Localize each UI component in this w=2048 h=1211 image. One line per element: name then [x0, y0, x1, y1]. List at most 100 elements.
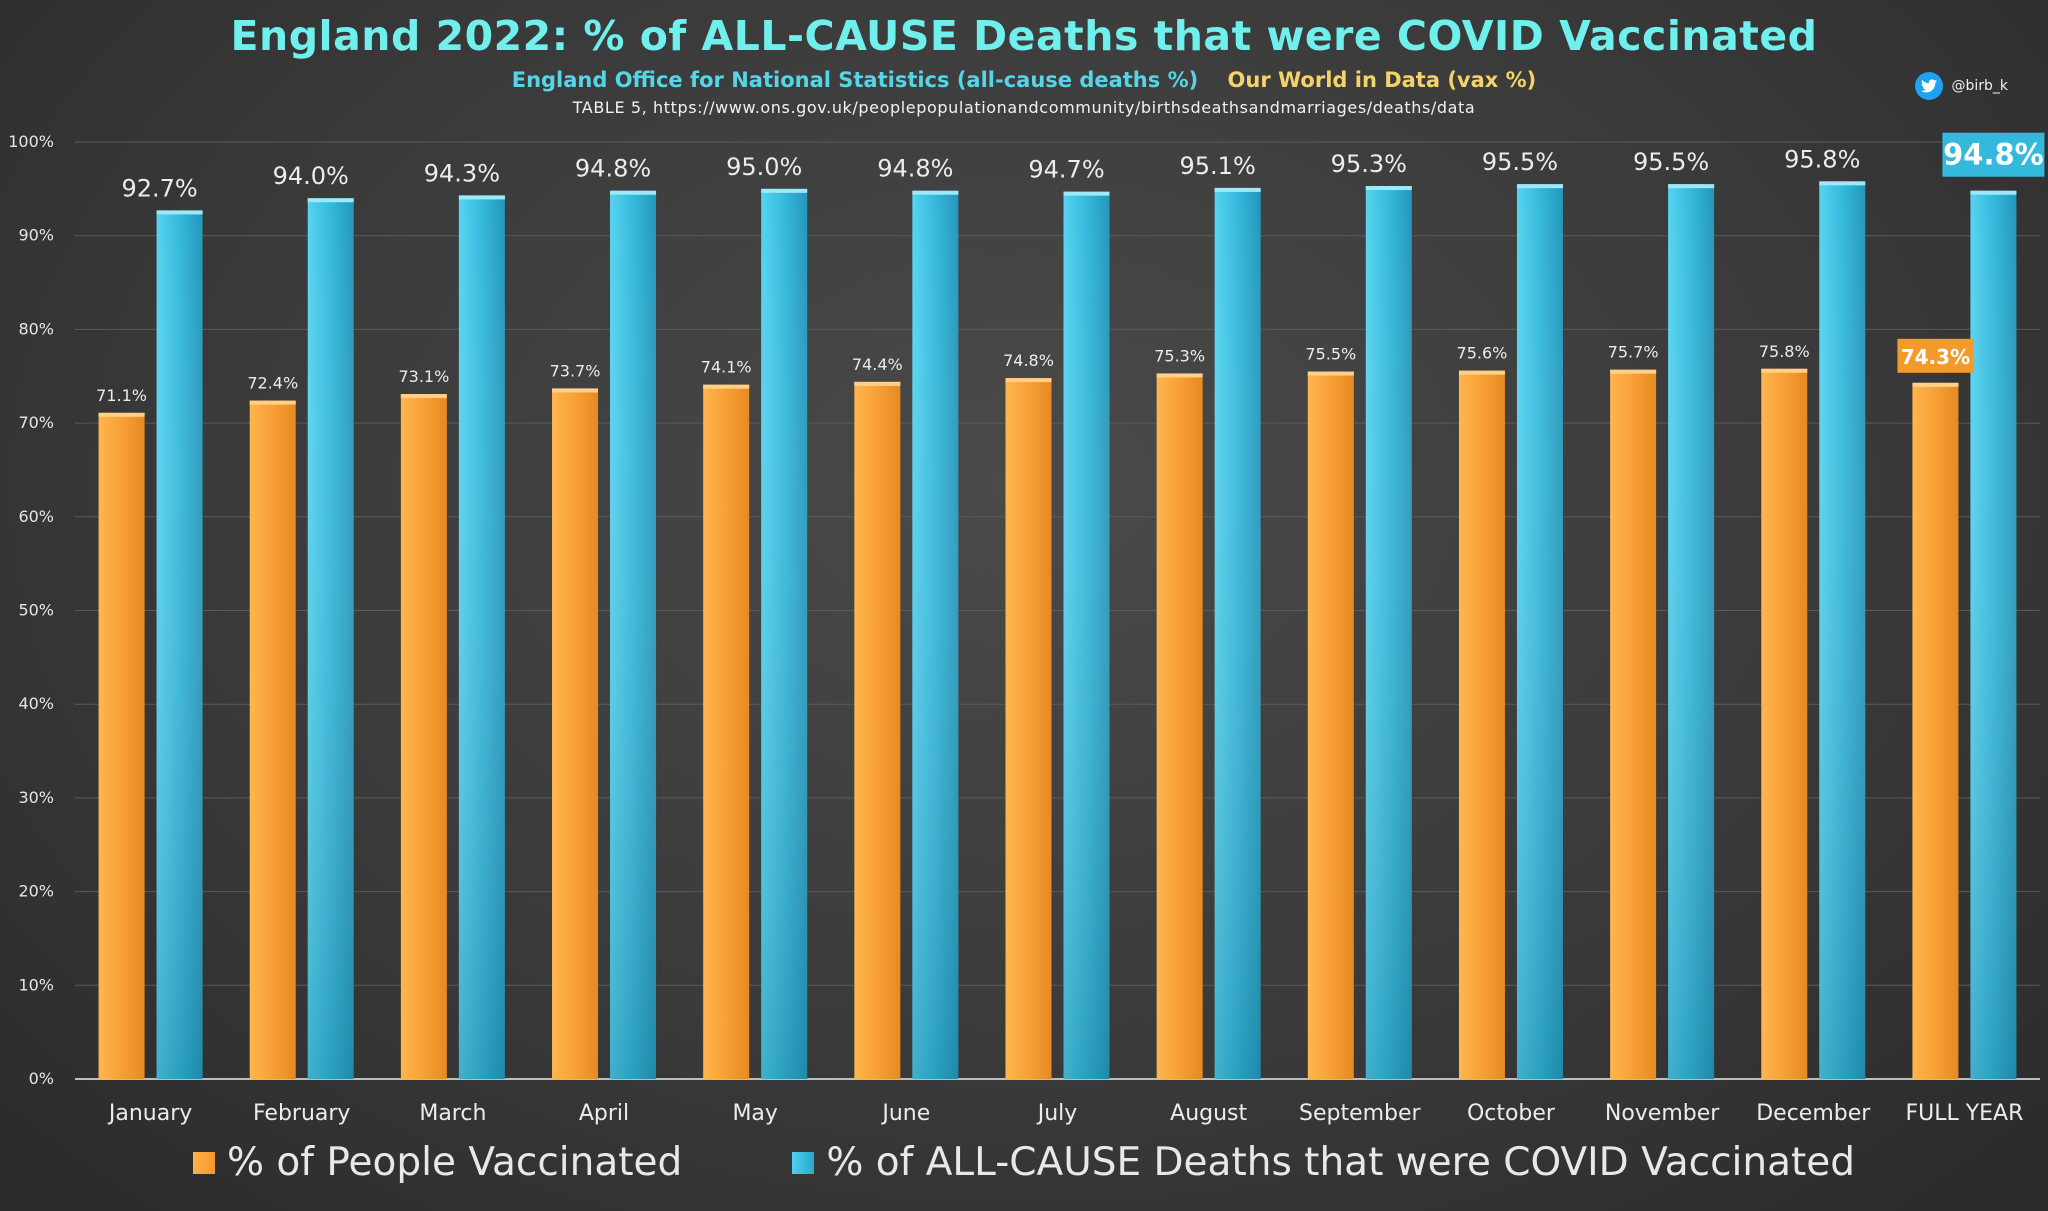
data-label-deaths: 95.5%: [1482, 148, 1558, 176]
bar-deaths-cap: [307, 198, 354, 203]
bar-vaccinated-cap: [703, 384, 750, 389]
bar-vaccinated-cap: [1912, 382, 1959, 387]
x-tick-label: October: [1467, 1101, 1556, 1126]
bar-vaccinated: [1307, 371, 1354, 1079]
bar-deaths-cap: [761, 188, 808, 193]
bar-deaths-shade: [156, 210, 203, 1079]
bar-deaths-cap: [1668, 184, 1715, 189]
bar-deaths-shade: [1214, 187, 1261, 1080]
legend-label-vaccinated: % of People Vaccinated: [226, 1140, 683, 1185]
bar-deaths-cap: [1214, 187, 1261, 192]
data-label-box-vaccinated: [1897, 338, 1974, 373]
bar-vaccinated-cap: [1307, 371, 1354, 376]
x-tick-label: February: [253, 1101, 351, 1126]
bar-deaths-shade: [1063, 191, 1110, 1079]
y-tick-label: 20%: [18, 882, 54, 901]
x-tick-label: December: [1756, 1101, 1871, 1126]
x-tick-label: January: [107, 1101, 192, 1126]
bar-vaccinated-cap: [249, 400, 296, 405]
data-label-deaths: 94.3%: [424, 159, 500, 187]
data-label-vaccinated: 72.4%: [247, 374, 298, 393]
legend-item-deaths: % of ALL-CAUSE Deaths that were COVID Va…: [792, 1140, 1855, 1185]
data-label-vaccinated: 75.8%: [1759, 342, 1810, 361]
x-tick-label: November: [1605, 1101, 1720, 1126]
x-tick-label: FULL YEAR: [1905, 1101, 2023, 1126]
bar-deaths-cap: [1970, 190, 2017, 195]
twitter-handle-text: @birb_k: [1951, 78, 2008, 94]
x-tick-label: August: [1170, 1101, 1247, 1126]
bar-vaccinated: [552, 388, 599, 1079]
data-label-deaths: 94.7%: [1028, 156, 1104, 184]
y-tick-label: 80%: [18, 319, 54, 338]
bar-deaths-shade: [1668, 184, 1715, 1080]
bar-vaccinated: [1761, 368, 1808, 1079]
bar-vaccinated: [400, 394, 447, 1080]
data-label-deaths: 92.7%: [121, 174, 197, 202]
data-label-vaccinated: 73.1%: [398, 367, 449, 386]
y-tick-label: 50%: [18, 601, 54, 620]
bar-vaccinated: [98, 412, 145, 1080]
bar-deaths-shade: [610, 190, 657, 1079]
data-label-deaths: 95.8%: [1784, 145, 1860, 173]
bar-deaths-shade: [1970, 190, 2017, 1079]
x-tick-label: July: [1036, 1101, 1078, 1126]
bar-deaths-cap: [1516, 184, 1563, 189]
bar-deaths-cap: [912, 190, 959, 195]
bar-vaccinated: [249, 400, 296, 1079]
data-label-deaths: 94.0%: [273, 162, 349, 190]
legend-swatch-orange: [192, 1151, 215, 1174]
bar-vaccinated-cap: [552, 388, 599, 393]
data-label-deaths: 94.8%: [1943, 138, 2044, 172]
bar-vaccinated: [1610, 369, 1657, 1079]
data-label-vaccinated: 75.7%: [1608, 343, 1659, 362]
bar-vaccinated: [1912, 382, 1959, 1080]
subtitle-owid: Our World in Data (vax %): [1227, 68, 1537, 92]
legend-item-vaccinated: % of People Vaccinated: [192, 1140, 683, 1185]
bar-vaccinated: [1156, 373, 1203, 1080]
bar-vaccinated-cap: [1458, 370, 1505, 375]
twitter-handle: @birb_k: [1915, 72, 2008, 100]
y-tick-label: 60%: [18, 507, 54, 526]
y-tick-label: 90%: [18, 226, 54, 245]
data-label-deaths: 95.5%: [1633, 148, 1709, 176]
data-label-deaths: 94.8%: [575, 155, 651, 183]
data-label-vaccinated: 73.7%: [550, 361, 601, 380]
data-label-vaccinated: 75.5%: [1305, 345, 1356, 364]
x-tick-label: April: [579, 1101, 629, 1126]
bar-deaths-shade: [458, 195, 505, 1079]
data-label-vaccinated: 74.1%: [701, 358, 752, 377]
legend-label-deaths: % of ALL-CAUSE Deaths that were COVID Va…: [826, 1140, 1856, 1185]
bar-deaths-cap: [1819, 181, 1866, 186]
bar-deaths-shade: [761, 188, 808, 1080]
bar-deaths-cap: [1365, 186, 1412, 191]
data-label-vaccinated: 75.3%: [1154, 346, 1205, 365]
subtitle: England Office for National Statistics (…: [0, 68, 2048, 92]
bar-deaths-shade: [1365, 186, 1412, 1079]
data-label-vaccinated: 74.4%: [852, 355, 903, 374]
y-tick-label: 40%: [18, 694, 54, 713]
bar-deaths-cap: [1063, 191, 1110, 196]
bar-deaths-shade: [912, 190, 959, 1079]
bar-vaccinated: [854, 381, 901, 1079]
y-tick-label: 70%: [18, 413, 54, 432]
y-tick-label: 0%: [29, 1069, 54, 1088]
chart-title: England 2022: % of ALL-CAUSE Deaths that…: [230, 12, 1818, 60]
data-label-vaccinated: 74.3%: [1901, 345, 1970, 369]
bar-deaths-shade: [307, 198, 354, 1080]
bar-vaccinated-cap: [400, 394, 447, 399]
subtitle-ons: England Office for National Statistics (…: [511, 68, 1199, 92]
bar-vaccinated-cap: [1761, 368, 1808, 373]
twitter-bird-icon: [1915, 72, 1944, 100]
data-label-vaccinated: 75.6%: [1457, 344, 1508, 363]
bar-vaccinated-cap: [1610, 369, 1657, 374]
data-label-deaths: 94.8%: [877, 155, 953, 183]
data-label-deaths: 95.1%: [1180, 152, 1256, 180]
y-tick-label: 100%: [8, 132, 54, 151]
bar-vaccinated: [1005, 378, 1052, 1079]
bar-deaths-cap: [156, 210, 203, 215]
data-label-vaccinated: 71.1%: [96, 386, 147, 405]
bar-vaccinated-cap: [854, 381, 901, 386]
data-label-deaths: 95.0%: [726, 153, 802, 181]
source-citation: TABLE 5, https://www.ons.gov.uk/peoplepo…: [572, 98, 1476, 117]
